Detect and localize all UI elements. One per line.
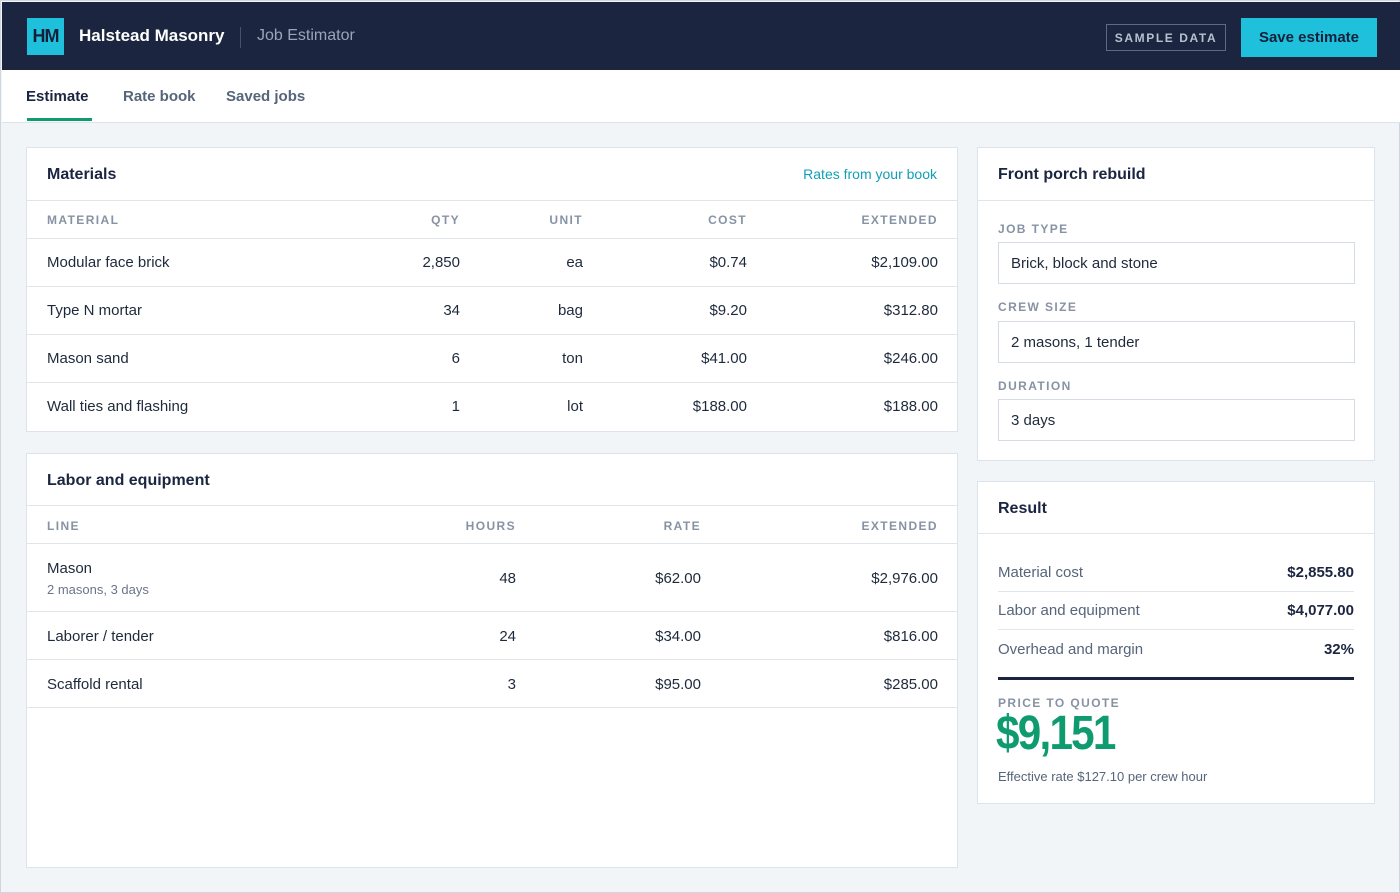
col-header-line: LINE (47, 519, 80, 533)
material-extended: $2,109.00 (871, 254, 938, 271)
material-cost: $41.00 (701, 350, 747, 367)
job-type-label: JOB TYPE (998, 222, 1069, 236)
labor-line-name: Scaffold rental (47, 676, 143, 693)
divider (27, 286, 957, 287)
material-qty: 6 (451, 350, 460, 367)
materials-title: Materials (47, 166, 117, 183)
sample-data-badge: SAMPLE DATA (1106, 24, 1226, 51)
divider (27, 238, 957, 239)
material-unit: ea (566, 254, 583, 271)
material-unit: bag (557, 302, 583, 319)
material-qty: 1 (451, 398, 460, 415)
col-header-extended: EXTENDED (861, 213, 938, 227)
labor-equipment-label: Labor and equipment (998, 602, 1140, 619)
labor-equipment-value: $4,077.00 (1287, 602, 1354, 619)
col-header-rate: RATE (663, 519, 701, 533)
col-header-extended: EXTENDED (861, 519, 938, 533)
col-header-hours: HOURS (465, 519, 516, 533)
labor-extended: $816.00 (883, 628, 938, 645)
result-title: Result (998, 500, 1047, 517)
top-bar: HM Halstead Masonry Job Estimator SAMPLE… (2, 2, 1400, 70)
divider (27, 200, 957, 201)
material-qty: 34 (443, 302, 460, 319)
labor-card: Labor and equipment LINE HOURS RATE EXTE… (26, 453, 958, 868)
material-cost: $0.74 (709, 254, 747, 271)
tab-estimate[interactable]: Estimate (26, 88, 89, 105)
labor-line-name: Laborer / tender (47, 628, 154, 645)
price-to-quote-value: $9,151 (996, 707, 1116, 760)
divider (27, 382, 957, 383)
labor-title: Labor and equipment (47, 472, 210, 489)
labor-line-note: 2 masons, 3 days (47, 582, 149, 597)
job-card: Front porch rebuild JOB TYPE Brick, bloc… (977, 147, 1375, 461)
overhead-margin-label: Overhead and margin (998, 641, 1144, 658)
material-cost: $188.00 (692, 398, 747, 415)
divider (27, 707, 957, 708)
col-header-qty: QTY (431, 213, 460, 227)
effective-rate-note: Effective rate $127.10 per crew hour (998, 769, 1208, 784)
divider (998, 591, 1354, 592)
divider (27, 659, 957, 660)
material-extended: $188.00 (883, 398, 938, 415)
header-divider (240, 27, 241, 48)
material-extended: $246.00 (883, 350, 938, 367)
divider (27, 543, 957, 544)
active-tab-indicator (27, 118, 92, 121)
duration-label: DURATION (998, 379, 1072, 393)
material-name: Mason sand (47, 350, 129, 367)
labor-line-name: Mason (47, 560, 93, 577)
crew-size-field[interactable]: 2 masons, 1 tender (998, 321, 1355, 363)
divider (978, 200, 1374, 201)
divider (978, 533, 1374, 534)
material-name: Wall ties and flashing (47, 398, 189, 415)
material-name: Type N mortar (47, 302, 143, 319)
labor-rate: $62.00 (655, 570, 701, 587)
tab-rate-book[interactable]: Rate book (123, 88, 196, 105)
duration-field[interactable]: 3 days (998, 399, 1355, 441)
labor-extended: $2,976.00 (871, 570, 938, 587)
result-card: Result Material cost $2,855.80 Labor and… (977, 481, 1375, 804)
labor-hours: 48 (499, 570, 516, 587)
company-logo: HM (27, 18, 64, 55)
material-cost-label: Material cost (998, 564, 1084, 581)
col-header-cost: COST (708, 213, 747, 227)
crew-size-label: CREW SIZE (998, 300, 1078, 314)
tab-bar: Estimate Rate book Saved jobs (2, 70, 1400, 123)
divider (998, 629, 1354, 630)
rates-from-book-link[interactable]: Rates from your book (803, 166, 937, 182)
material-unit: ton (562, 350, 583, 367)
col-header-material: MATERIAL (47, 213, 120, 227)
price-to-quote-label: PRICE TO QUOTE (998, 696, 1121, 710)
material-unit: lot (567, 398, 583, 415)
overhead-margin-value: 32% (1323, 641, 1354, 658)
material-qty: 2,850 (422, 254, 460, 271)
col-header-unit: UNIT (549, 213, 583, 227)
material-cost: $9.20 (709, 302, 747, 319)
total-rule (998, 677, 1354, 680)
labor-hours: 3 (507, 676, 516, 693)
material-extended: $312.80 (883, 302, 938, 319)
tab-saved-jobs[interactable]: Saved jobs (226, 88, 306, 105)
job-type-field[interactable]: Brick, block and stone (998, 242, 1355, 284)
logo-monogram: HM (32, 26, 60, 46)
divider (27, 611, 957, 612)
labor-extended: $285.00 (883, 676, 938, 693)
labor-rate: $34.00 (655, 628, 701, 645)
materials-card: Materials Rates from your book MATERIAL … (26, 147, 958, 432)
material-name: Modular face brick (47, 254, 170, 271)
divider (27, 505, 957, 506)
job-title: Front porch rebuild (998, 166, 1146, 183)
material-cost-value: $2,855.80 (1287, 564, 1354, 581)
labor-hours: 24 (499, 628, 516, 645)
app-name: Job Estimator (257, 27, 355, 44)
divider (27, 334, 957, 335)
company-name: Halstead Masonry (79, 26, 225, 45)
save-estimate-button[interactable]: Save estimate (1241, 18, 1377, 57)
labor-rate: $95.00 (655, 676, 701, 693)
